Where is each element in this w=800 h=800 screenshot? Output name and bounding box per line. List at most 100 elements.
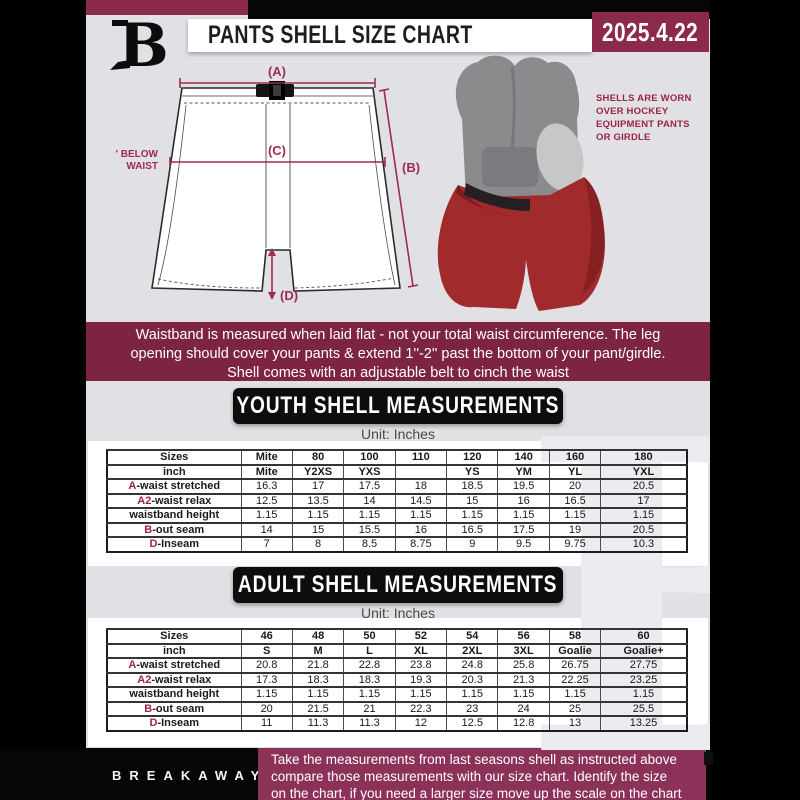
value-cell: 18 [394,479,447,494]
value-cell: 21.8 [291,658,344,673]
table-row: A2-waist relax 17.3 18.3 18.3 19.3 20.3 21.3 22… [107,672,687,687]
page-title-box: PANTS SHELL SIZE CHART [188,19,592,52]
footer-brand-lockup: B BREAKAWAY [102,758,259,792]
measure-lines [169,78,419,296]
table-row: waistband height 1.15 1.15 1.15 1.15 1.15 1.15… [107,687,687,702]
date-badge: 2025.4.22 [592,12,709,52]
right-side-seam [368,104,396,286]
girdle-strap [482,147,538,187]
row-label: waistband height [129,688,220,701]
table-row: D-Inseam 7 8 8.5 8.75 9 9.5 9.75 10.3 [107,537,687,552]
value-cell: 7 [240,537,293,552]
column-header-cell: Mite [240,450,293,465]
row-label-prefix: D [149,538,158,551]
row-label: A-waist stretched [128,659,221,672]
value-cell: 16.5 [548,493,601,508]
value-cell: 25 [548,701,601,716]
value-cell: 9 [446,537,498,552]
shell-product-photo [437,55,605,311]
column-header-cell: YXS [343,464,396,479]
value-cell: 1.15 [497,508,550,523]
value-cell: 16.5 [446,522,498,537]
girdle-hip-pad [536,123,584,191]
column-header-cell: 56 [497,629,550,644]
column-header-cell: YM [497,464,550,479]
column-header-cell: 120 [446,450,498,465]
photo-caption-line: OVER HOCKEY [596,106,669,117]
page-title: PANTS SHELL SIZE CHART [208,21,473,49]
value-cell: 21.5 [291,701,344,716]
row-label-prefix: D [149,717,158,730]
table-row: A-waist stretched 20.8 21.8 22.8 23.8 24.8 25.… [107,658,687,673]
column-header-cell: 54 [446,629,498,644]
value-cell: 18.3 [291,672,344,687]
column-header-cell: 50 [343,629,396,644]
value-cell: 20 [548,479,601,494]
value-cell: 10.3 [600,537,687,552]
column-header-cell: 160 [548,450,601,465]
top-maroon-strip [86,0,248,15]
value-cell: 22.8 [343,658,396,673]
column-header-cell: 110 [394,450,447,465]
value-cell: 20.8 [240,658,293,673]
value-cell: 26.75 [548,658,601,673]
value-cell: 13 [548,716,601,731]
table-row: B-out seam 20 21.5 21 22.3 23 24 25 25.5 [107,701,687,716]
row-label: A2-waist relax [137,494,212,507]
value-cell: 8.5 [343,537,396,552]
table-row: A2-waist relax 12.5 13.5 14 14.5 15 16 16.5 17 [107,493,687,508]
table-row: Sizes Mite 80 100 110 120 140 160 180 [107,450,687,465]
row-label: A-waist stretched [128,480,221,493]
value-cell: 19.3 [394,672,447,687]
value-cell: 25.5 [600,701,687,716]
value-cell: 15.5 [343,522,396,537]
belt-buckle-slot [273,85,281,96]
row-label-prefix: B [144,523,153,536]
value-cell: 1.15 [343,687,396,702]
value-cell: 12 [394,716,447,731]
value-cell: 12.8 [497,716,550,731]
value-cell: 16.3 [240,479,293,494]
footer-brand-name: BREAKAWAY [112,767,268,783]
breakaway-logo-icon: B [110,12,166,76]
value-cell: 16 [497,493,550,508]
value-cell: 1.15 [291,687,344,702]
logo-blade-hook [110,60,130,70]
youth-unit-label: Unit: Inches [361,426,435,442]
page-background: B PANTS SHELL SIZE CHART 2025.4.22 [86,0,710,800]
value-cell: 12.5 [446,716,498,731]
row-label: Sizes [160,451,189,464]
value-cell: 21 [343,701,396,716]
row-label: inch [162,465,186,478]
girdle-center-seam [510,66,516,152]
column-header-cell: YS [446,464,498,479]
waistband-notice-banner: Waistband is measured when laid flat - n… [86,322,710,381]
column-header-cell: Mite [240,464,293,479]
table-row: waistband height 1.15 1.15 1.15 1.15 1.15 1.15… [107,508,687,523]
adult-size-table: Sizes 46 48 50 52 54 56 58 60 inch S M L XL 2XL 3XL Goal… [106,628,688,732]
table-row: Sizes 46 48 50 52 54 56 58 60 [107,629,687,644]
shell-waist-lacing [464,183,530,211]
right-hem-dashed [294,277,395,289]
left-hem-dashed [157,278,262,289]
photo-caption-line: EQUIPMENT PANTS [596,119,690,130]
column-header-cell: M [291,643,344,658]
measure-line-b [378,88,419,288]
table-row: A-waist stretched 16.3 17 17.5 18 18.5 19.5 20 2… [107,479,687,494]
table-row: B-out seam 14 15 15.5 16 16.5 17.5 19 20.5 [107,522,687,537]
value-cell: 16 [394,522,447,537]
notice-line: Waistband is measured when laid flat - n… [135,327,661,343]
value-cell: 20 [240,701,293,716]
adult-unit-label: Unit: Inches [361,605,435,621]
value-cell: 14.5 [394,493,447,508]
value-cell: 17.5 [497,522,550,537]
value-cell: 1.15 [394,508,447,523]
footer-instruction-line: Take the measurements from last seasons … [271,752,677,767]
notice-line: Shell comes with an adjustable belt to c… [227,365,569,381]
fly-seam-lines [265,104,291,248]
value-cell: 27.75 [600,658,687,673]
value-cell: 8 [291,537,344,552]
shell-measurement-diagram: (A) (B) (C) (D) 7'' BELOW WAIST [116,64,420,303]
value-cell: 18.5 [446,479,498,494]
row-label: D-Inseam [149,717,200,730]
